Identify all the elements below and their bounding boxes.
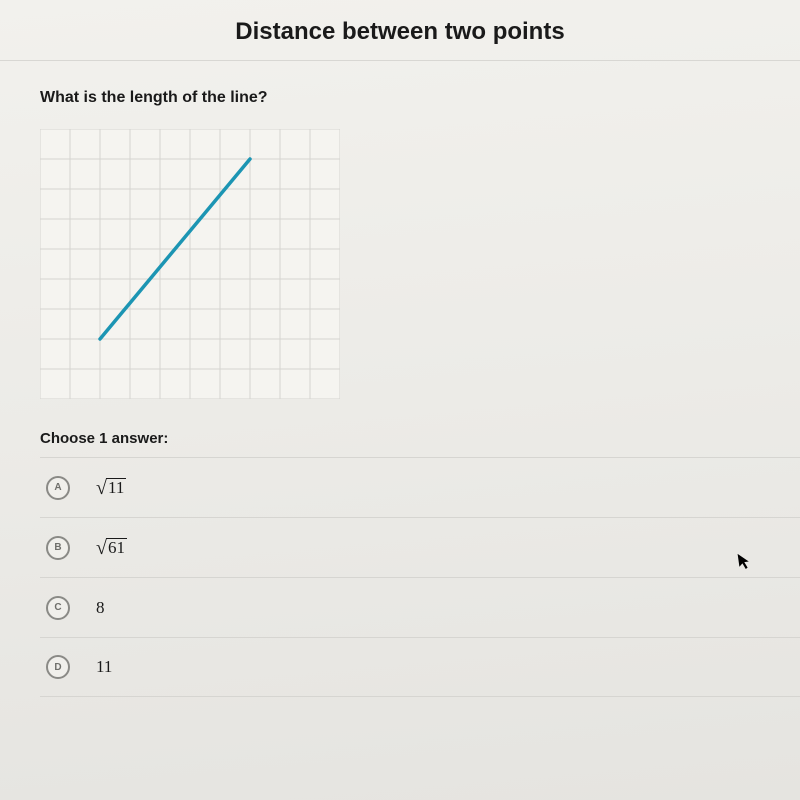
grid-svg bbox=[40, 129, 340, 399]
answer-option-b[interactable]: B √61 bbox=[40, 517, 800, 577]
answer-list: A√11B√61C8D11 bbox=[40, 457, 800, 697]
question-content: What is the length of the line? Choose 1… bbox=[0, 61, 800, 697]
title-bar: Distance between two points bbox=[0, 0, 800, 61]
option-value: 11 bbox=[96, 657, 112, 677]
option-value: √61 bbox=[96, 538, 127, 558]
radicand: 11 bbox=[106, 478, 126, 498]
answer-option-d[interactable]: D 11 bbox=[40, 637, 800, 697]
option-bubble: D bbox=[46, 655, 70, 679]
coordinate-grid bbox=[40, 129, 800, 404]
answer-option-c[interactable]: C8 bbox=[40, 577, 800, 637]
option-bubble: B bbox=[46, 536, 70, 560]
page-title: Distance between two points bbox=[0, 18, 800, 46]
radicand: 61 bbox=[106, 538, 127, 558]
choose-label: Choose 1 answer: bbox=[40, 430, 800, 447]
option-value: 8 bbox=[96, 598, 105, 618]
answer-option-a[interactable]: A √11 bbox=[40, 457, 800, 517]
option-bubble: A bbox=[46, 476, 70, 500]
option-value: √11 bbox=[96, 478, 126, 498]
option-bubble: C bbox=[46, 596, 70, 620]
question-prompt: What is the length of the line? bbox=[40, 89, 800, 107]
